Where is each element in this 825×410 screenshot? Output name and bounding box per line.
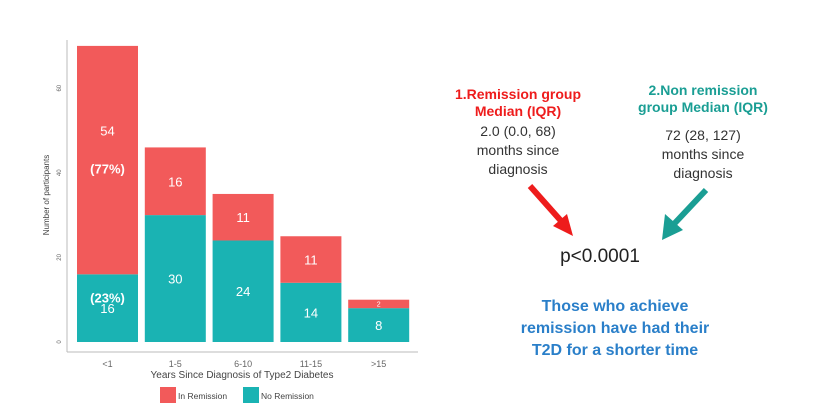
y-tick-label: 0 [57, 340, 63, 344]
bar-in-remission [144, 147, 206, 216]
data-label: 30 [168, 272, 182, 287]
remission-group-title-1: 1.Remission group [454, 86, 582, 102]
data-label: 16 [100, 301, 114, 316]
remission-unit-1: months since [476, 142, 560, 158]
pct-annotation-no-remission: (23%) [90, 291, 125, 306]
x-tick-label: 6-10 [234, 359, 252, 369]
y-tick-label: 60 [57, 84, 63, 91]
data-label: 2 [377, 301, 381, 308]
non-remission-group-heading: 2.Non remission group Median (IQR) [628, 82, 778, 116]
remission-group-heading: 1.Remission group Median (IQR) [448, 86, 588, 120]
bar-in-remission [212, 193, 274, 241]
red-arrow-icon [527, 184, 573, 236]
bar-no-remission [77, 274, 138, 342]
x-tick-label: 1-5 [169, 359, 182, 369]
conclusion-line-3: T2D for a shorter time [531, 342, 699, 359]
conclusion-line-2: remission have had their [520, 320, 710, 337]
bar-in-remission [280, 236, 342, 283]
remission-group-title-2: Median (IQR) [474, 103, 562, 119]
data-label: 16 [168, 174, 182, 189]
x-tick-label: <1 [102, 359, 112, 369]
stacked-bar-chart: 0 20 40 60 16 54 <1 30 16 1-5 24 11 6-10 14 11 11-15 8 2 >… [42, 40, 418, 403]
pct-annotation-in-remission: (77%) [90, 162, 125, 177]
non-remission-title-2: group Median (IQR) [638, 99, 768, 115]
remission-unit-2: diagnosis [488, 161, 548, 177]
data-label: 54 [100, 124, 114, 139]
non-remission-title-1: 2.Non remission [648, 82, 758, 98]
data-label: 14 [304, 305, 318, 320]
teal-arrow-icon [662, 187, 709, 240]
conclusion-line-1: Those who achieve [541, 298, 689, 315]
y-axis-title: Number of participants [42, 155, 51, 235]
bar-no-remission [348, 308, 410, 342]
bar-no-remission [144, 215, 206, 342]
remission-group-stats: 2.0 (0.0, 68) months since diagnosis [448, 122, 588, 179]
conclusion-text: Those who achieve remission have had the… [500, 296, 730, 362]
x-axis-title: Years Since Diagnosis of Type2 Diabetes [151, 370, 334, 381]
legend-swatch-no-remission [243, 387, 259, 403]
y-tick-label: 20 [57, 253, 63, 260]
legend-swatch-in-remission [160, 387, 176, 403]
y-tick-label: 40 [57, 169, 63, 176]
p-value: p<0.0001 [560, 246, 640, 267]
non-remission-group-stats: 72 (28, 127) months since diagnosis [628, 126, 778, 183]
legend-label: In Remission [178, 391, 227, 401]
data-label: 11 [304, 253, 318, 268]
non-remission-median: 72 (28, 127) [665, 127, 741, 143]
data-label: 11 [236, 210, 250, 225]
bar-no-remission [212, 240, 274, 342]
non-remission-unit-1: months since [661, 146, 745, 162]
legend-label: No Remission [261, 391, 314, 401]
bar-in-remission [77, 45, 138, 275]
remission-median: 2.0 (0.0, 68) [480, 123, 556, 139]
bar-in-remission [348, 299, 410, 309]
bar-no-remission [280, 282, 342, 342]
x-tick-label: >15 [371, 359, 386, 369]
data-label: 8 [375, 318, 382, 333]
x-tick-label: 11-15 [300, 359, 322, 369]
data-label: 24 [236, 284, 250, 299]
non-remission-unit-2: diagnosis [673, 165, 733, 181]
